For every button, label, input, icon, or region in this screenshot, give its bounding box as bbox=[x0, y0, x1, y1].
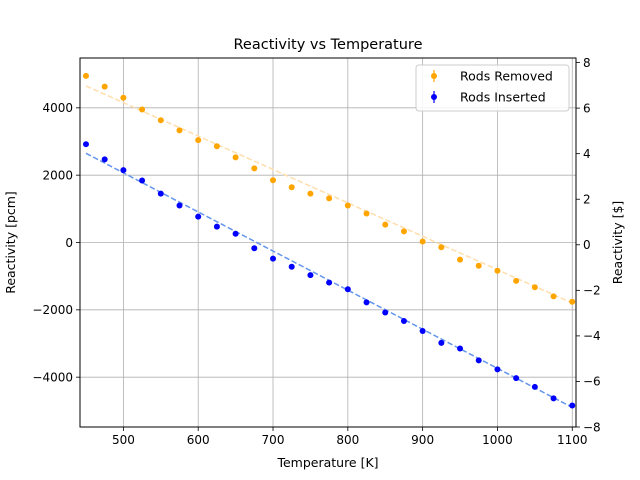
data-point-rods-inserted bbox=[139, 177, 146, 184]
y-right-tick-label: 0 bbox=[583, 238, 591, 252]
y-tick-label: 0 bbox=[65, 236, 73, 250]
legend-marker-rods-inserted bbox=[431, 94, 437, 100]
data-point-rods-removed bbox=[419, 238, 426, 245]
y-right-tick-label: 4 bbox=[583, 147, 591, 161]
data-point-rods-inserted bbox=[569, 402, 576, 409]
legend-label-rods-removed: Rods Removed bbox=[460, 69, 553, 84]
data-point-rods-removed bbox=[270, 177, 277, 184]
data-point-rods-inserted bbox=[288, 263, 295, 270]
y-tick-label: 2000 bbox=[42, 168, 73, 182]
data-point-rods-inserted bbox=[475, 357, 482, 364]
legend-marker-rods-removed bbox=[431, 73, 437, 79]
y-tick-label: −2000 bbox=[32, 303, 73, 317]
data-point-rods-inserted bbox=[344, 286, 351, 293]
data-point-rods-inserted bbox=[457, 345, 464, 352]
data-point-rods-removed bbox=[344, 202, 351, 209]
data-point-rods-removed bbox=[494, 267, 501, 274]
data-point-rods-inserted bbox=[550, 395, 557, 402]
data-point-rods-inserted bbox=[494, 366, 501, 373]
data-point-rods-inserted bbox=[400, 317, 407, 324]
data-point-rods-removed bbox=[82, 72, 89, 79]
data-point-rods-inserted bbox=[195, 213, 202, 220]
data-point-rods-removed bbox=[139, 106, 146, 113]
y-right-tick-label: −4 bbox=[583, 329, 601, 343]
data-point-rods-inserted bbox=[213, 223, 220, 230]
data-point-rods-inserted bbox=[157, 190, 164, 197]
y-axis-right-label: Reactivity [$] bbox=[610, 201, 625, 285]
y-tick-label: −4000 bbox=[32, 370, 73, 384]
legend-box bbox=[415, 64, 570, 112]
x-tick-label: 1000 bbox=[482, 433, 513, 447]
data-point-rods-inserted bbox=[438, 339, 445, 346]
data-point-rods-removed bbox=[569, 298, 576, 305]
data-point-rods-inserted bbox=[531, 383, 538, 390]
data-point-rods-removed bbox=[120, 94, 127, 101]
data-point-rods-inserted bbox=[232, 230, 239, 237]
x-tick-label: 600 bbox=[187, 433, 210, 447]
data-points bbox=[82, 72, 576, 409]
data-point-rods-removed bbox=[213, 143, 220, 150]
data-point-rods-inserted bbox=[419, 328, 426, 335]
data-point-rods-removed bbox=[251, 165, 258, 172]
fit-line-rods-removed bbox=[85, 85, 573, 304]
data-point-rods-removed bbox=[288, 184, 295, 191]
data-point-rods-removed bbox=[157, 117, 164, 124]
data-point-rods-removed bbox=[101, 83, 108, 90]
data-point-rods-removed bbox=[550, 293, 557, 300]
data-point-rods-removed bbox=[232, 154, 239, 161]
data-point-rods-inserted bbox=[176, 202, 183, 209]
data-point-rods-removed bbox=[531, 284, 538, 291]
data-point-rods-removed bbox=[326, 195, 333, 202]
y-right-tick-label: −2 bbox=[583, 284, 601, 298]
fit-lines bbox=[85, 85, 573, 409]
data-point-rods-inserted bbox=[120, 167, 127, 174]
data-point-rods-removed bbox=[400, 228, 407, 235]
x-tick-label: 1100 bbox=[557, 433, 588, 447]
y-right-tick-label: −8 bbox=[583, 420, 601, 434]
y-right-tick-label: −6 bbox=[583, 375, 601, 389]
data-point-rods-removed bbox=[363, 210, 370, 217]
data-point-rods-removed bbox=[475, 262, 482, 269]
grid bbox=[80, 58, 576, 427]
y-axis-label: Reactivity [pcm] bbox=[3, 191, 18, 294]
x-tick-label: 800 bbox=[336, 433, 359, 447]
data-point-rods-inserted bbox=[363, 299, 370, 306]
x-tick-label: 500 bbox=[112, 433, 135, 447]
data-point-rods-removed bbox=[438, 244, 445, 251]
data-point-rods-inserted bbox=[513, 375, 520, 382]
data-point-rods-inserted bbox=[382, 309, 389, 316]
data-point-rods-removed bbox=[457, 256, 464, 263]
y-right-tick-label: 8 bbox=[583, 56, 591, 70]
x-tick-label: 700 bbox=[262, 433, 285, 447]
data-point-rods-inserted bbox=[270, 255, 277, 262]
data-point-rods-removed bbox=[195, 137, 202, 144]
legend: Rods Removed Rods Inserted bbox=[415, 64, 570, 112]
legend-entry-rods-inserted: Rods Inserted bbox=[431, 90, 546, 105]
data-point-rods-inserted bbox=[326, 279, 333, 286]
data-point-rods-inserted bbox=[251, 245, 258, 252]
y-right-tick-label: 2 bbox=[583, 193, 591, 207]
data-point-rods-inserted bbox=[82, 141, 89, 148]
y-right-tick-label: 6 bbox=[583, 101, 591, 115]
legend-entry-rods-removed: Rods Removed bbox=[431, 69, 553, 84]
legend-label-rods-inserted: Rods Inserted bbox=[460, 90, 546, 105]
data-point-rods-removed bbox=[307, 190, 314, 197]
data-point-rods-inserted bbox=[101, 156, 108, 163]
data-point-rods-inserted bbox=[307, 272, 314, 279]
x-tick-label: 900 bbox=[411, 433, 434, 447]
y-tick-label: 4000 bbox=[42, 101, 73, 115]
data-point-rods-removed bbox=[176, 127, 183, 134]
chart-title: Reactivity vs Temperature bbox=[234, 37, 423, 53]
x-axis-label: Temperature [K] bbox=[276, 455, 378, 470]
data-point-rods-removed bbox=[382, 221, 389, 228]
data-point-rods-removed bbox=[513, 277, 520, 284]
axes: 500 600 700 800 900 1000 1100−4000−20000200040… bbox=[32, 56, 600, 447]
